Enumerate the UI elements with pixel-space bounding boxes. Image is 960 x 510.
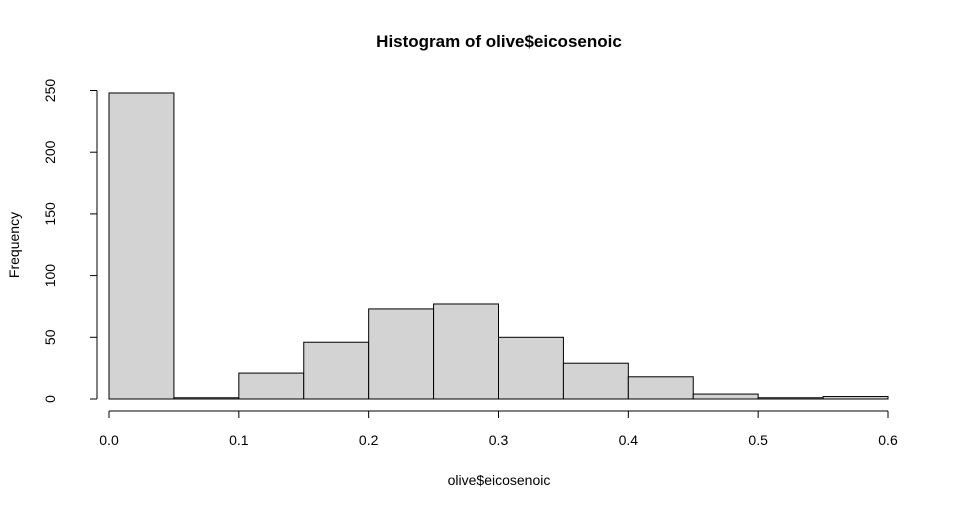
histogram-bar [692, 393, 759, 400]
x-axis: 0.0 0.1 0.2 0.3 0.4 0.5 0.6 [99, 410, 898, 448]
y-tick-label: 150 [42, 202, 58, 226]
y-tick-label: 0 [42, 395, 58, 403]
x-tick-label: 0.1 [229, 432, 249, 448]
histogram-bar [498, 336, 564, 400]
y-axis: 0 50 100 150 200 250 [42, 79, 98, 403]
y-axis-label: Frequency [6, 212, 22, 278]
histogram-bar [822, 396, 889, 400]
histogram-bar [562, 362, 629, 400]
y-tick-label: 100 [42, 264, 58, 288]
y-tick-label: 50 [42, 329, 58, 345]
x-tick-label: 0.6 [878, 432, 898, 448]
y-tick-label: 250 [42, 79, 58, 103]
histogram-bar [238, 372, 305, 400]
y-tick-label: 200 [42, 140, 58, 164]
histogram-bar [368, 308, 435, 400]
histogram-bar [757, 397, 824, 400]
histogram-bar [108, 92, 175, 400]
histogram-bar [303, 341, 370, 400]
x-tick-label: 0.2 [359, 432, 379, 448]
histogram-bar [433, 303, 500, 400]
x-tick-label: 0.5 [748, 432, 768, 448]
x-tick-label: 0.0 [99, 432, 119, 448]
chart-title: Histogram of olive$eicosenoic [376, 32, 622, 51]
x-axis-label: olive$eicosenoic [448, 472, 551, 488]
bars-group [108, 92, 889, 400]
x-tick-label: 0.4 [619, 432, 639, 448]
x-tick-label: 0.3 [489, 432, 509, 448]
histogram-bar [173, 397, 240, 400]
histogram-bar [627, 376, 694, 400]
